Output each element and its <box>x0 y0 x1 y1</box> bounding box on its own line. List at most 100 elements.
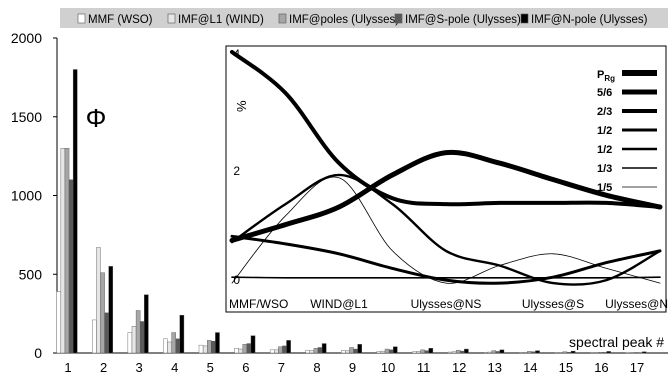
inset-y-axis-title: % <box>234 100 249 112</box>
bar <box>420 349 425 354</box>
bar <box>393 346 398 354</box>
legend: MMF (WSO) IMF@L1 (WIND) IMF@poles (Ulysses… <box>77 13 648 26</box>
bar <box>562 351 568 354</box>
x-ticks: 1 2 3 4 5 6 7 8 9 10 11 12 13 14 15 16 17 <box>64 360 644 375</box>
bar <box>412 351 417 354</box>
x-tick-label: 14 <box>523 360 537 375</box>
bar <box>341 350 346 354</box>
x-tick-label: 3 <box>136 360 143 375</box>
legend-label: IMF@N-pole (Ulysses) <box>531 14 648 26</box>
bar <box>522 352 528 354</box>
bar <box>175 338 181 354</box>
bar <box>163 338 168 354</box>
bar <box>250 335 256 354</box>
bar <box>171 332 176 354</box>
bar <box>558 352 564 354</box>
bar <box>282 345 287 354</box>
bar <box>491 350 497 354</box>
bar <box>179 315 185 354</box>
legend-swatch <box>394 13 403 24</box>
bars <box>56 69 647 354</box>
bar <box>309 350 315 354</box>
bar <box>246 343 252 354</box>
bar <box>376 351 382 354</box>
bar <box>104 312 109 354</box>
bar <box>144 294 149 354</box>
x-tick-label: 2 <box>100 360 107 375</box>
y-ticks: 0 500 1000 1500 2000 <box>11 30 57 361</box>
inset-series-line <box>230 50 662 209</box>
bar <box>274 349 279 354</box>
bar <box>566 352 572 354</box>
bar <box>388 349 394 354</box>
inset-series-line <box>230 173 662 286</box>
x-tick-label: 9 <box>349 360 356 375</box>
inset-y-tick-label: 2 <box>233 164 240 178</box>
bar <box>278 346 283 354</box>
y-tick-label: 0 <box>34 345 42 361</box>
bar <box>238 348 243 354</box>
x-tick-label: 17 <box>630 360 644 375</box>
bar <box>68 179 74 354</box>
bar <box>353 348 358 354</box>
bar <box>206 340 212 354</box>
bar <box>499 349 505 354</box>
bar <box>269 349 275 354</box>
inset-legend-label: 1/3 <box>597 163 612 175</box>
bar <box>211 340 216 354</box>
bar <box>357 344 362 354</box>
bar <box>286 340 291 354</box>
bar <box>167 341 172 354</box>
bar <box>487 351 492 354</box>
bar <box>135 310 141 354</box>
legend-label: IMF@L1 (WIND) <box>178 14 264 26</box>
bar <box>464 348 469 354</box>
bar <box>428 348 434 354</box>
x-tick-label: 1 <box>64 360 71 375</box>
legend-swatch <box>278 13 287 24</box>
bar <box>602 352 607 354</box>
bar <box>641 351 647 354</box>
x-tick-label: 5 <box>207 360 214 375</box>
legend-label: MMF (WSO) <box>88 14 153 26</box>
bar <box>447 351 453 354</box>
inset-series-line <box>229 149 663 243</box>
bar <box>518 352 524 354</box>
bar <box>108 266 114 354</box>
inset-series-line <box>231 276 661 279</box>
inset-series-line <box>230 234 662 285</box>
bar <box>424 350 429 354</box>
phi-symbol: Φ <box>86 103 107 133</box>
x-tick-label: 8 <box>313 360 320 375</box>
inset-legend-label: 2/3 <box>597 106 612 118</box>
legend-background <box>60 8 668 28</box>
y-tick-label: 2000 <box>11 30 42 46</box>
y-tick-label: 1000 <box>11 188 42 204</box>
bar <box>317 347 323 354</box>
bar <box>455 349 461 354</box>
x-tick-label: 4 <box>171 360 178 375</box>
x-axis-title: spectral peak # <box>569 334 664 350</box>
inset-series-line <box>231 176 661 284</box>
bar <box>100 272 105 354</box>
bar <box>234 348 239 354</box>
bar <box>215 332 220 354</box>
inset-x-tick-label: Ulysses@S <box>522 297 584 311</box>
x-tick-label: 6 <box>242 360 249 375</box>
bar <box>380 350 386 354</box>
bar <box>606 351 611 354</box>
inset-legend-label: 1/5 <box>597 182 612 194</box>
bar <box>72 69 78 354</box>
bar <box>633 352 639 354</box>
bar <box>531 351 536 354</box>
x-tick-label: 15 <box>559 360 573 375</box>
bar <box>313 348 319 354</box>
y-tick-label: 500 <box>19 266 43 282</box>
bar <box>96 247 101 354</box>
legend-swatch <box>520 13 529 24</box>
x-tick-label: 7 <box>278 360 285 375</box>
inset-legend-background <box>590 58 662 186</box>
legend-swatch <box>167 13 176 24</box>
bar <box>131 326 137 354</box>
